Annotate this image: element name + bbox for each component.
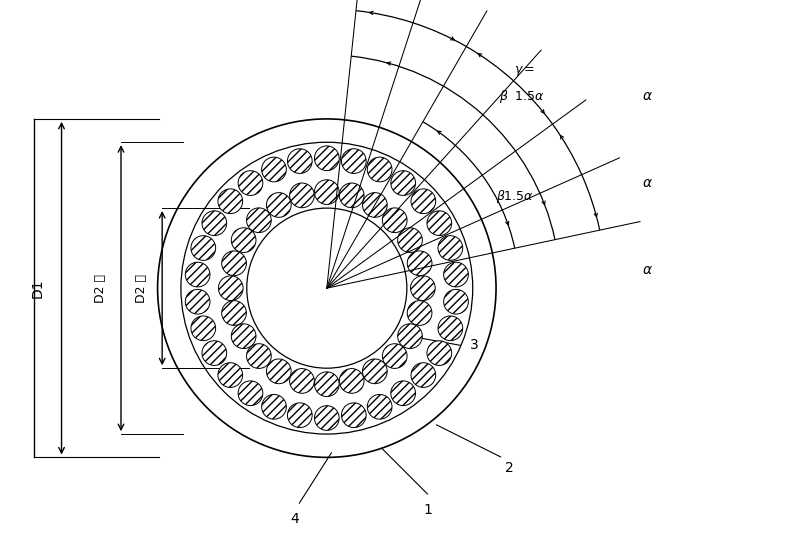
Circle shape bbox=[382, 344, 407, 368]
Circle shape bbox=[202, 211, 226, 235]
Circle shape bbox=[314, 372, 339, 397]
Circle shape bbox=[314, 146, 339, 171]
Circle shape bbox=[218, 189, 242, 214]
Text: $\gamma=$: $\gamma=$ bbox=[514, 64, 535, 78]
Text: 2: 2 bbox=[506, 461, 514, 475]
Circle shape bbox=[231, 324, 256, 349]
Circle shape bbox=[186, 290, 210, 314]
Text: 1: 1 bbox=[423, 503, 432, 517]
Circle shape bbox=[411, 189, 436, 214]
Circle shape bbox=[398, 228, 422, 252]
Circle shape bbox=[391, 171, 415, 195]
Text: $\alpha$: $\alpha$ bbox=[642, 263, 653, 277]
Text: D2 外: D2 外 bbox=[94, 273, 107, 302]
Circle shape bbox=[246, 208, 271, 233]
Circle shape bbox=[314, 406, 339, 430]
Circle shape bbox=[231, 228, 256, 252]
Circle shape bbox=[290, 369, 314, 393]
Circle shape bbox=[191, 316, 216, 340]
Text: D2 内: D2 内 bbox=[135, 273, 149, 302]
Circle shape bbox=[444, 290, 468, 314]
Circle shape bbox=[222, 251, 246, 276]
Circle shape bbox=[444, 262, 468, 287]
Circle shape bbox=[367, 157, 392, 182]
Circle shape bbox=[262, 157, 286, 182]
Circle shape bbox=[266, 193, 291, 217]
Circle shape bbox=[287, 149, 312, 174]
Circle shape bbox=[342, 149, 366, 174]
Circle shape bbox=[411, 363, 436, 387]
Circle shape bbox=[427, 341, 452, 365]
Circle shape bbox=[367, 395, 392, 419]
Text: D1: D1 bbox=[31, 278, 45, 298]
Circle shape bbox=[438, 235, 462, 261]
Circle shape bbox=[427, 211, 452, 235]
Text: $\beta$1.5$\alpha$: $\beta$1.5$\alpha$ bbox=[496, 188, 534, 205]
Circle shape bbox=[222, 301, 246, 325]
Text: $\alpha$: $\alpha$ bbox=[642, 176, 653, 190]
Circle shape bbox=[290, 183, 314, 208]
Circle shape bbox=[382, 208, 407, 233]
Circle shape bbox=[262, 395, 286, 419]
Circle shape bbox=[202, 341, 226, 365]
Circle shape bbox=[266, 359, 291, 384]
Circle shape bbox=[407, 301, 432, 325]
Circle shape bbox=[362, 359, 387, 384]
Circle shape bbox=[191, 235, 216, 261]
Circle shape bbox=[339, 183, 364, 208]
Circle shape bbox=[398, 324, 422, 349]
Circle shape bbox=[362, 193, 387, 217]
Circle shape bbox=[410, 276, 435, 301]
Circle shape bbox=[186, 262, 210, 287]
Circle shape bbox=[438, 316, 462, 340]
Circle shape bbox=[314, 180, 339, 204]
Circle shape bbox=[218, 276, 243, 301]
Text: 3: 3 bbox=[470, 338, 478, 352]
Circle shape bbox=[287, 403, 312, 427]
Circle shape bbox=[391, 381, 415, 406]
Text: 4: 4 bbox=[290, 512, 299, 526]
Circle shape bbox=[342, 403, 366, 427]
Circle shape bbox=[218, 363, 242, 387]
Text: $\alpha$: $\alpha$ bbox=[642, 89, 653, 103]
Circle shape bbox=[407, 251, 432, 276]
Text: $\beta$  1.5$\alpha$: $\beta$ 1.5$\alpha$ bbox=[498, 88, 545, 105]
Circle shape bbox=[246, 344, 271, 368]
Circle shape bbox=[339, 369, 364, 393]
Circle shape bbox=[238, 381, 263, 406]
Circle shape bbox=[238, 171, 263, 195]
